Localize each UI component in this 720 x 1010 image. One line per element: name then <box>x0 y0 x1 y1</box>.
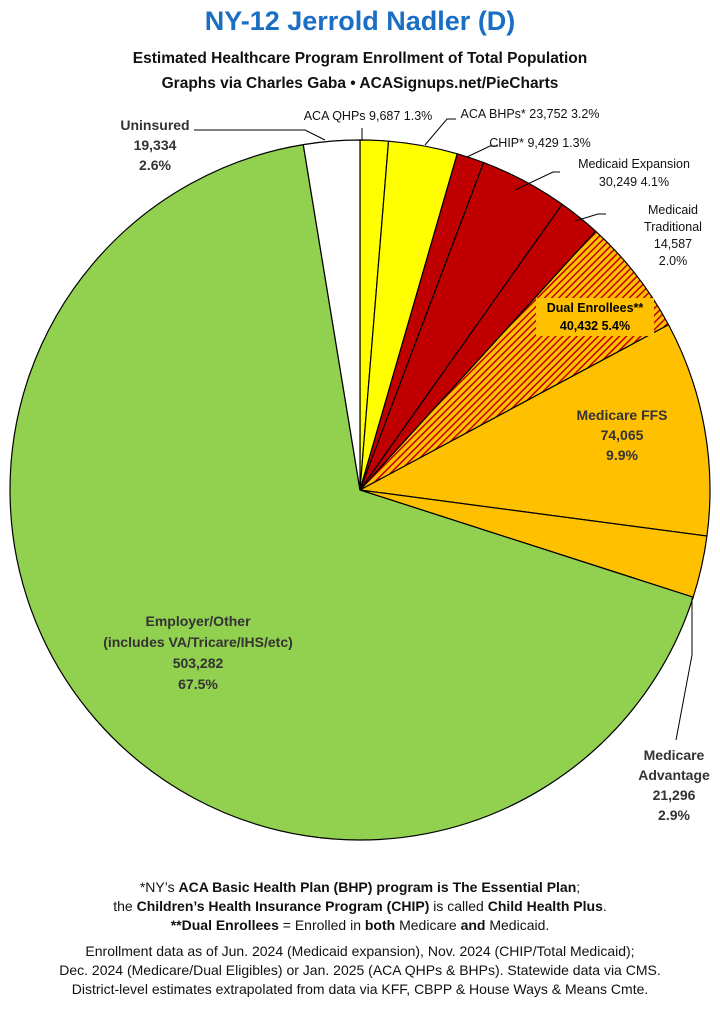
page-title: NY-12 Jerrold Nadler (D) <box>204 6 516 36</box>
dual-enrollees-label-box <box>536 298 654 336</box>
footnote-dual: **Dual Enrollees = Enrolled in both Medi… <box>170 917 550 933</box>
slice-label-employer-other: Employer/Other (includes VA/Tricare/IHS/e… <box>103 613 293 692</box>
slice-label-medicaid-traditional: Medicaid Traditional 14,587 2.0% <box>644 203 702 268</box>
slice-label-dual-enrollees: Dual Enrollees** 40,432 5.4% <box>547 301 644 333</box>
slice-label-medicare-advantage: Medicare Advantage 21,296 2.9% <box>638 747 710 823</box>
leader-line-medicaid-expansion <box>514 171 560 191</box>
footnote-bhp: *NY’s ACA Basic Health Plan (BHP) progra… <box>139 879 581 895</box>
source-note-2: Dec. 2024 (Medicare/Dual Eligibles) or J… <box>59 962 661 978</box>
pie-slice-medicare-ffs <box>358 323 711 537</box>
chart-subtitle: Estimated Healthcare Program Enrollment … <box>132 50 588 67</box>
source-note-3: District-level estimates extrapolated fr… <box>71 981 649 997</box>
slice-label-chip: CHIP* 9,429 1.3% <box>489 136 590 150</box>
source-note-1: Enrollment data as of Jun. 2024 (Medicai… <box>85 943 635 959</box>
leader-line-medicaid-traditional <box>574 213 606 222</box>
pie-slice-uninsured <box>302 139 361 491</box>
leader-line-aca-bhps <box>424 118 456 146</box>
footnote-chip: the Children’s Health Insurance Program … <box>113 898 607 914</box>
leader-line-medicare-advantage <box>675 598 693 741</box>
pie-chart: ACA QHPs 9,687 1.3% ACA BHPs* 23,752 3.2%… <box>9 107 711 841</box>
slice-label-uninsured: Uninsured 19,334 2.6% <box>120 117 189 173</box>
slice-label-aca-bhps: ACA BHPs* 23,752 3.2% <box>461 107 600 121</box>
leader-line-uninsured <box>194 129 326 141</box>
slice-label-medicare-ffs: Medicare FFS 74,065 9.9% <box>576 407 667 463</box>
slice-label-aca-qhps: ACA QHPs 9,687 1.3% <box>304 109 433 123</box>
leader-line-chip <box>466 145 498 158</box>
slice-label-medicaid-expansion: Medicaid Expansion 30,249 4.1% <box>578 157 690 189</box>
chart-credit: Graphs via Charles Gaba • ACASignups.net… <box>161 75 559 92</box>
pie-slice-employer-other <box>9 143 694 841</box>
